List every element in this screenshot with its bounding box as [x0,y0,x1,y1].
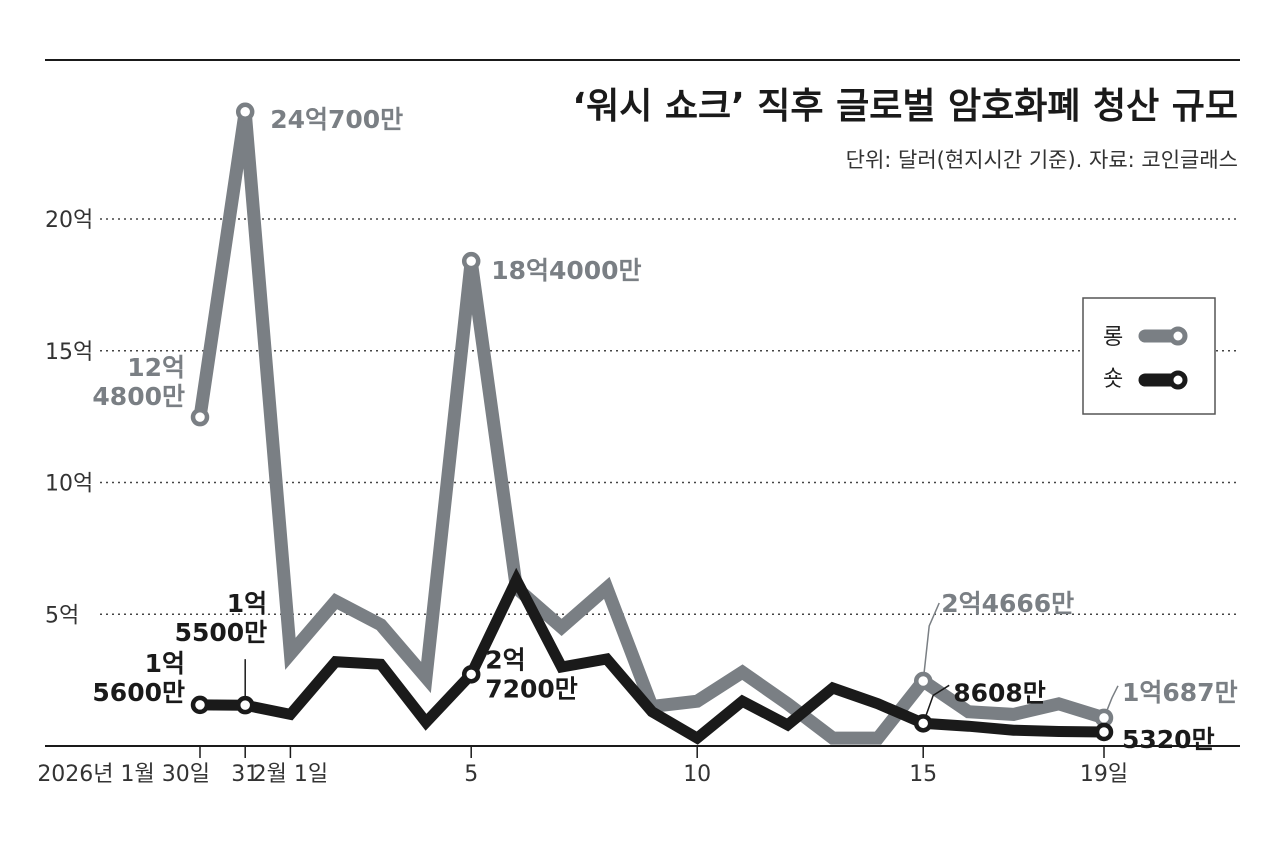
data-label: 5600만 [92,678,185,707]
data-label: 1억 [227,589,267,618]
legend-marker-long [1168,326,1188,346]
data-label: 2억 [485,645,525,674]
legend-marker-short [1168,370,1188,390]
point-marker [235,102,255,122]
legend-label-short: 숏 [1103,367,1123,392]
point-markers [190,102,1114,742]
data-label: 5500만 [175,618,268,647]
y-tick-label: 15억 [45,340,93,365]
point-marker [461,665,481,684]
data-label: 5320만 [1122,725,1215,754]
point-marker [913,671,933,691]
point-marker [190,407,210,427]
grid-lines [100,218,1240,615]
x-tick-label: 15 [909,762,937,787]
series-line-short [199,567,1105,745]
x-tick-label: 5 [464,762,478,787]
data-label: 7200만 [485,674,578,703]
data-label: 8608만 [953,678,1046,707]
x-tick-label: 2026년 1월 30일 [37,762,210,787]
x-tick-label: 31 [231,762,259,787]
x-tick-label: 10 [683,762,711,787]
data-label: 4800만 [92,382,185,411]
data-labels: 12억4800만24억700만18억4000만2억4666만1억687만1억56… [92,105,1237,754]
chart-title: ‘워시 쇼크’ 직후 글로벌 암호화폐 청산 규모 [572,86,1238,127]
annotation-leader [922,684,950,724]
y-tick-label: 20억 [45,208,93,233]
point-marker [1094,722,1114,742]
legend-box [1082,297,1216,415]
chart-subtitle: 단위: 달러(현지시간 기준). 자료: 코인글래스 [846,148,1238,172]
y-axis-ticks: 5억 10억 15억 20억 [45,208,93,628]
x-tick-label: 19일 [1080,762,1128,787]
legend-label-long: 롱 [1103,325,1123,350]
series-lines [193,110,1106,745]
data-label: 1억687만 [1122,678,1238,707]
y-tick-label: 10억 [45,472,93,497]
legend: 롱 숏 [1082,297,1216,415]
data-label: 24억700만 [270,105,403,134]
data-label: 12억 [127,353,185,382]
y-tick-label: 5억 [45,603,79,628]
annotation-leader [922,602,940,682]
point-marker [913,714,933,733]
point-marker [235,695,255,715]
point-marker [190,695,210,715]
data-label: 18억4000만 [491,256,641,285]
data-label: 2억4666만 [941,589,1074,618]
point-marker [461,251,481,271]
data-label: 1억 [145,649,185,678]
x-tick-label: 2월 1일 [253,762,328,787]
series-line-long [193,110,1106,745]
